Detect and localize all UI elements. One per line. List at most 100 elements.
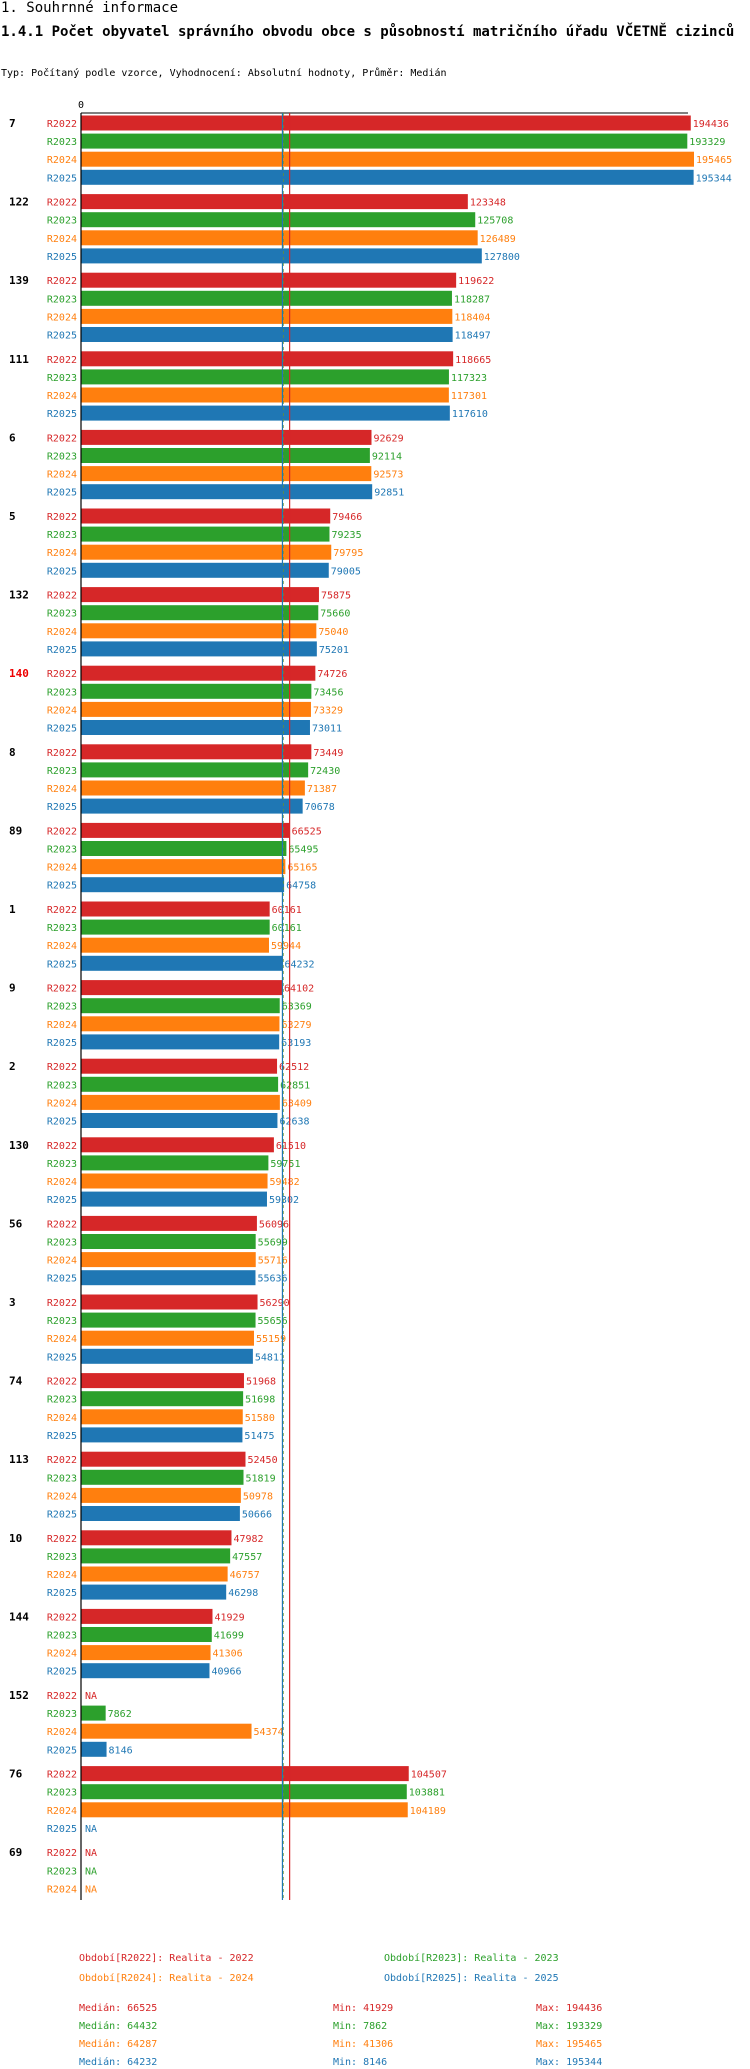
series-label: R2023 — [47, 1238, 77, 1249]
series-label: R2023 — [47, 845, 77, 856]
value-label: 55699 — [258, 1238, 288, 1249]
bar — [81, 1173, 268, 1189]
bar — [81, 169, 694, 185]
series-label: R2025 — [47, 802, 77, 813]
series-label: R2022 — [47, 1298, 77, 1309]
group-label: 2 — [9, 1060, 16, 1073]
group-label: 76 — [9, 1768, 23, 1781]
series-label: R2023 — [47, 1788, 77, 1799]
series-label: R2022 — [47, 1062, 77, 1073]
max-r2025: Max: 195344 — [536, 2057, 603, 2068]
median-r2023: Medián: 64432 — [79, 2021, 158, 2032]
series-label: R2023 — [47, 1631, 77, 1642]
series-label: R2025 — [47, 488, 77, 499]
bar — [81, 998, 280, 1014]
series-label: R2022 — [47, 591, 77, 602]
bar — [81, 1766, 409, 1782]
na-label: NA — [85, 1884, 97, 1895]
value-label: 73456 — [313, 687, 343, 698]
bar — [81, 387, 449, 403]
series-label: R2025 — [47, 959, 77, 970]
bar — [81, 1705, 106, 1721]
bar — [81, 1741, 107, 1757]
value-label: 56096 — [259, 1219, 289, 1230]
value-label: 46298 — [228, 1588, 258, 1599]
value-label: 79466 — [332, 512, 362, 523]
bar — [81, 980, 283, 996]
series-label: R2022 — [47, 1534, 77, 1545]
series-label: R2024 — [47, 1491, 77, 1502]
series-label: R2025 — [47, 331, 77, 342]
bar — [81, 151, 694, 167]
series-label: R2024 — [47, 1334, 77, 1345]
bar — [81, 1487, 241, 1503]
group-label: 111 — [9, 353, 29, 366]
series-label: R2024 — [47, 391, 77, 402]
series-label: R2025 — [47, 1431, 77, 1442]
series-label: R2022 — [47, 355, 77, 366]
bar — [81, 1427, 243, 1443]
bar — [81, 1252, 256, 1268]
bar — [81, 212, 476, 228]
bar — [81, 526, 330, 542]
value-label: 194436 — [693, 119, 729, 130]
value-label: 195465 — [696, 155, 732, 166]
series-label: R2023 — [47, 530, 77, 541]
value-label: 79795 — [333, 548, 363, 559]
value-label: 65165 — [287, 863, 317, 874]
value-label: 59944 — [271, 941, 301, 952]
value-label: 103881 — [409, 1788, 445, 1799]
bar — [81, 1373, 244, 1389]
group-label: 152 — [9, 1689, 29, 1702]
bar — [81, 1530, 232, 1546]
series-label: R2023 — [47, 1395, 77, 1406]
legend-item-r2022: Období[R2022]: Realita - 2022 — [79, 1953, 254, 1964]
bar-chart: 0 7 R2022 194436 R2023 193329 R2024 195465 R2025… — [9, 100, 732, 1900]
group-label: 130 — [9, 1139, 29, 1152]
value-label: 92851 — [374, 488, 404, 499]
value-label: 59302 — [269, 1195, 299, 1206]
bar — [81, 1584, 227, 1600]
series-label: R2023 — [47, 1866, 77, 1877]
series-label: R2024 — [47, 1177, 77, 1188]
value-label: 62851 — [280, 1080, 310, 1091]
value-label: 41929 — [214, 1612, 244, 1623]
value-label: 195344 — [696, 173, 732, 184]
value-label: 7862 — [108, 1709, 132, 1720]
series-label: R2025 — [47, 1274, 77, 1285]
bar — [81, 1451, 246, 1467]
bar — [81, 1034, 280, 1050]
bar — [81, 248, 482, 264]
series-label: R2023 — [47, 1159, 77, 1170]
bar — [81, 133, 688, 149]
series-label: R2024 — [47, 784, 77, 795]
value-label: 104189 — [410, 1806, 446, 1817]
value-label: 52450 — [247, 1455, 277, 1466]
value-label: 125708 — [477, 216, 513, 227]
series-label: R2022 — [47, 905, 77, 916]
value-label: 63409 — [282, 1098, 312, 1109]
bar — [81, 937, 269, 953]
value-label: 64758 — [286, 881, 316, 892]
series-label: R2025 — [47, 409, 77, 420]
series-label: R2025 — [47, 173, 77, 184]
value-label: 41699 — [214, 1631, 244, 1642]
bar — [81, 308, 453, 324]
bar — [81, 1409, 243, 1425]
value-label: 118404 — [454, 312, 490, 323]
bar — [81, 1469, 244, 1485]
value-label: 118287 — [454, 294, 490, 305]
series-label: R2025 — [47, 1745, 77, 1756]
bar — [81, 1312, 256, 1328]
bar — [81, 919, 270, 935]
bar — [81, 859, 286, 875]
bar — [81, 665, 316, 681]
value-label: 123348 — [470, 198, 506, 209]
series-label: R2024 — [47, 234, 77, 245]
value-label: 74726 — [317, 669, 347, 680]
value-label: 51968 — [246, 1377, 276, 1388]
bar — [81, 1076, 279, 1092]
value-label: 66525 — [292, 826, 322, 837]
bar — [81, 351, 454, 367]
series-label: R2023 — [47, 687, 77, 698]
